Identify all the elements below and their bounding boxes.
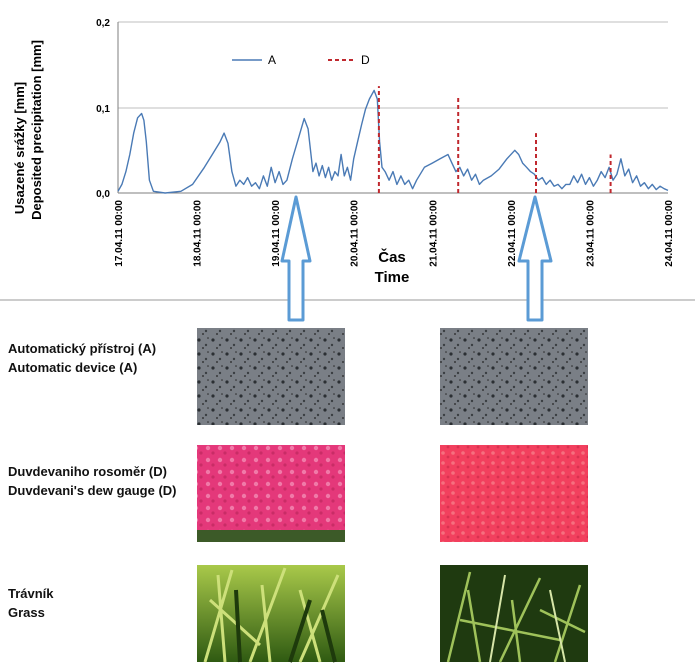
legend-label-a: A — [268, 53, 276, 67]
row-label-en: Automatic device (A) — [8, 360, 138, 375]
dew-gauge-photo-1-grass-strip — [197, 530, 345, 542]
y-axis-title-cz: Usazené srážky [mm] — [12, 82, 27, 214]
x-tick-labels: 17.04.11 00:00 18.04.11 00:00 19.04.11 00:… — [114, 200, 675, 267]
row-label-en: Duvdevani's dew gauge (D) — [8, 483, 177, 498]
up-arrow-icon — [517, 195, 553, 322]
row-label-dew-gauge: Duvdevaniho rosoměr (D) Duvdevani's dew … — [8, 462, 177, 500]
row-label-grass: Trávník Grass — [8, 584, 54, 622]
x-tick-label: 19.04.11 00:00 — [271, 200, 282, 267]
plot-area — [117, 21, 668, 194]
x-tick-label: 21.04.11 00:00 — [428, 200, 439, 267]
row-label-automatic-device: Automatický přístroj (A) Automatic devic… — [8, 339, 156, 377]
row-label-cz: Duvdevaniho rosoměr (D) — [8, 464, 167, 479]
legend: A D — [232, 53, 370, 67]
grass-photo-1 — [197, 565, 345, 663]
automatic-device-photo-1 — [197, 328, 345, 425]
y-tick-label: 0,1 — [96, 104, 110, 115]
y-tick-label: 0,2 — [96, 18, 110, 29]
y-tick-label: 0,0 — [96, 189, 110, 200]
dew-gauge-photo-1 — [197, 445, 345, 542]
dew-gauge-photo-2 — [440, 445, 588, 542]
x-axis-title-cz: Čas — [378, 248, 406, 266]
series-a-line — [117, 89, 669, 194]
x-tick-label: 24.04.11 00:00 — [664, 200, 675, 267]
automatic-device-photo-2 — [440, 328, 588, 425]
legend-label-d: D — [361, 53, 370, 67]
row-label-en: Grass — [8, 605, 45, 620]
x-axis-title-en: Time — [375, 269, 410, 286]
up-arrow-icon — [280, 195, 312, 322]
row-label-cz: Automatický přístroj (A) — [8, 341, 157, 356]
x-tick-label: 20.04.11 00:00 — [350, 200, 361, 267]
x-tick-label: 23.04.11 00:00 — [585, 200, 596, 267]
grass-photo-2 — [440, 565, 588, 663]
x-tick-label: 18.04.11 00:00 — [193, 200, 204, 267]
y-axis-title-en: Deposited precipitation [mm] — [29, 40, 44, 220]
series-d-line — [377, 86, 612, 193]
x-tick-label: 22.04.11 00:00 — [507, 200, 518, 267]
x-tick-label: 17.04.11 00:00 — [114, 200, 125, 267]
row-label-cz: Trávník — [8, 586, 54, 601]
